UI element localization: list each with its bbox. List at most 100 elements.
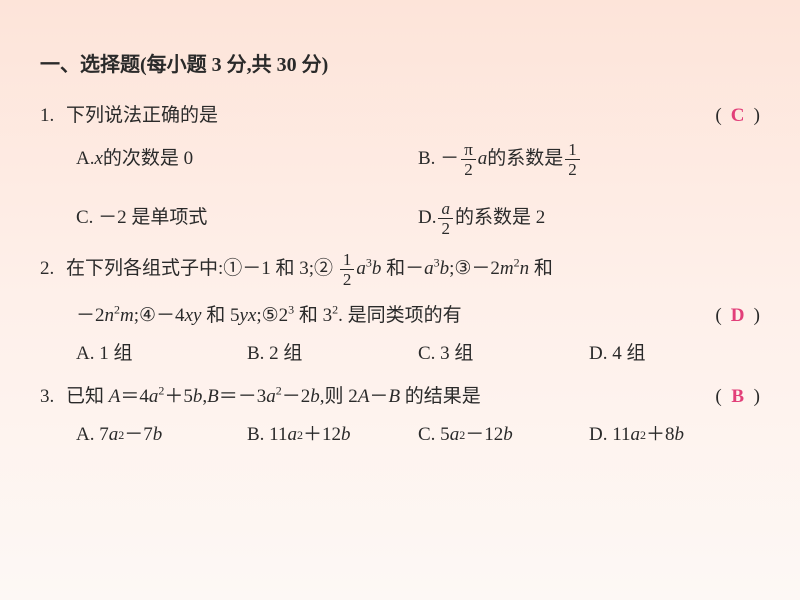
text: －2 [76,305,105,326]
text: C. 5 [418,421,450,450]
var: xy [185,305,202,326]
var: n [105,305,115,326]
num: a [438,200,453,218]
text: －12 [465,421,503,450]
text: 已知 [66,386,109,407]
var: a [631,421,641,450]
var: a [424,257,434,278]
section-heading: 一、选择题(每小题 3 分,共 30 分) [40,50,760,80]
var: x [94,145,102,174]
var: a [356,257,366,278]
q2-option-b: B. 2 组 [247,340,418,369]
q1-option-b: B. － π 2 a 的系数是 1 2 [418,141,760,178]
q3-option-d: D. 11a2＋8b [589,421,760,450]
text: － [369,386,388,407]
var: a [478,145,488,174]
text: ,则 2 [320,386,358,407]
q2-answer-paren: (D) [715,302,760,331]
fraction: 12 [340,251,355,288]
text: A. 7 [76,421,109,450]
den: 2 [340,269,355,288]
text: 和 5 [201,305,239,326]
q1-text: 下列说法正确的是 [66,102,715,131]
q3-option-a: A. 7a2－7b [76,421,247,450]
text: ＝4 [120,386,149,407]
q3-option-c: C. 5a2－12b [418,421,589,450]
var: b [440,257,450,278]
text: ;③－2 [449,257,500,278]
q2-option-c: C. 3 组 [418,340,589,369]
var: B [388,386,400,407]
text: 和 [529,257,553,278]
var: B [207,386,219,407]
text: B. － [418,145,459,174]
var: a [266,386,276,407]
q1-option-d: D. a 2 的系数是 2 [418,200,760,237]
text: A. [76,145,94,174]
fraction: a 2 [438,200,453,237]
den: 2 [565,159,580,178]
question-3: 3. 已知 A＝4a2＋5b,B＝－3a2－2b,则 2A－B 的结果是 (B)… [40,383,760,450]
var: m [500,257,514,278]
q2-line1: 在下列各组式子中:①－1 和 3;② 12a3b 和－a3b;③－2m2n 和 [66,251,760,288]
q2-option-d: D. 4 组 [589,340,760,369]
text: 在下列各组式子中:①－1 和 3;② [66,257,338,278]
num: π [461,141,476,159]
q1-option-c: C. －2 是单项式 [76,200,418,237]
q2-line2: －2n2m;④－4xy 和 5yx;⑤23 和 32. 是同类项的有 [76,302,715,331]
q1-option-a: A. x 的次数是 0 [76,141,418,178]
text: ＋8 [646,421,675,450]
var: b [193,386,203,407]
q2-answer: D [728,302,748,331]
text: ＝－3 [219,386,267,407]
var: A [358,386,370,407]
var: a [450,421,460,450]
var: b [310,386,320,407]
q3-num: 3. [40,383,66,412]
var: a [287,421,297,450]
var: m [120,305,134,326]
text: D. 11 [589,421,631,450]
q3-text: 已知 A＝4a2＋5b,B＝－3a2－2b,则 2A－B 的结果是 [66,383,715,412]
question-1: 1. 下列说法正确的是 (C) A. x 的次数是 0 B. － π 2 a 的… [40,102,760,237]
fraction: π 2 [461,141,476,178]
text: 的系数是 [487,145,563,174]
var: b [675,421,685,450]
text: ;④－4 [134,305,185,326]
var: A [109,386,121,407]
q3-answer: B [728,383,748,412]
text: B. 11 [247,421,287,450]
fraction: 1 2 [565,141,580,178]
text: ;⑤2 [256,305,288,326]
text: －7 [124,421,153,450]
text: －2 [282,386,311,407]
num: 1 [565,141,580,159]
var: b [503,421,513,450]
text: . 是同类项的有 [338,305,462,326]
var: a [109,421,119,450]
var: b [153,421,163,450]
var: b [341,421,351,450]
var: b [372,257,382,278]
text: 的次数是 0 [103,145,193,174]
q1-answer-paren: (C) [715,102,760,131]
num: 1 [340,251,355,269]
question-2: 2. 在下列各组式子中:①－1 和 3;② 12a3b 和－a3b;③－2m2n… [40,251,760,369]
text: 和 3 [294,305,332,326]
text: ＋5 [164,386,193,407]
q2-num: 2. [40,255,66,284]
var: yx [239,305,256,326]
den: 2 [438,218,453,237]
q2-option-a: A. 1 组 [76,340,247,369]
var: n [520,257,530,278]
q1-num: 1. [40,102,66,131]
q3-answer-paren: (B) [715,383,760,412]
text: 的系数是 2 [455,204,545,233]
q1-answer: C [728,102,748,131]
text: 的结果是 [400,386,481,407]
text: 和－ [381,257,424,278]
den: 2 [461,159,476,178]
q3-option-b: B. 11a2＋12b [247,421,418,450]
text: ＋12 [303,421,341,450]
var: a [149,386,159,407]
